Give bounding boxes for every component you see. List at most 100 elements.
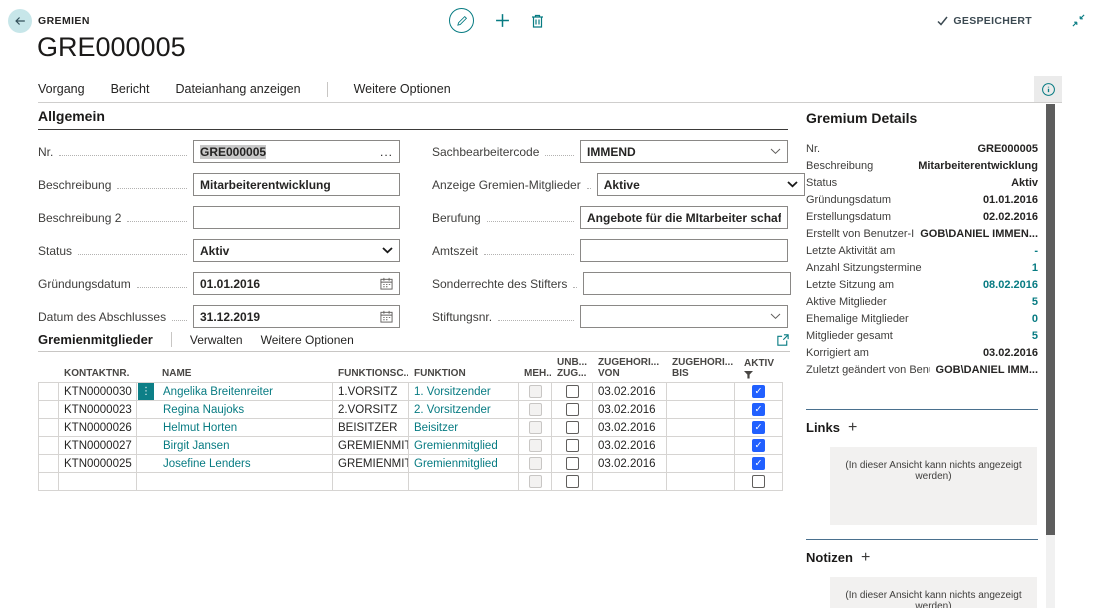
cell-bis[interactable] <box>666 418 735 437</box>
berufung-input[interactable]: Angebote für die MItarbeiter schaffen <box>580 206 788 229</box>
checkbox-aktiv[interactable] <box>752 403 765 416</box>
cell-von[interactable]: 03.02.2016 <box>592 400 667 419</box>
left-arrow-icon <box>13 14 27 28</box>
cell-kontaktnr[interactable]: KTN0000023 <box>58 400 137 419</box>
checkbox-unbegrenzt[interactable] <box>565 439 579 452</box>
menu-divider <box>170 332 172 347</box>
status-select[interactable]: Aktiv <box>193 239 400 262</box>
calendar-icon[interactable] <box>380 277 393 290</box>
save-status-badge: GESPEICHERT <box>937 15 1032 27</box>
cell-bis[interactable] <box>666 454 735 473</box>
checkbox-aktiv[interactable] <box>752 457 765 470</box>
assist-edit-icon[interactable]: ... <box>379 144 393 159</box>
row-selector-cell[interactable] <box>38 436 59 455</box>
scrollbar-thumb[interactable] <box>1046 104 1055 535</box>
anzeige-mitglieder-select[interactable]: Aktive <box>596 173 805 196</box>
menu-bericht[interactable]: Bericht <box>110 82 150 96</box>
detail-row: Letzte Sitzung am 08.02.2016 <box>806 279 1038 291</box>
checkbox-aktiv[interactable] <box>752 439 765 452</box>
cell-kontaktnr[interactable] <box>58 472 137 491</box>
cell-kontaktnr[interactable]: KTN0000025 <box>58 454 137 473</box>
checkbox-unbegrenzt[interactable] <box>565 457 579 470</box>
col-mehrfach[interactable]: MEH... <box>524 368 551 379</box>
col-aktiv[interactable]: AKTIV <box>734 358 782 379</box>
abschlussdatum-input[interactable]: 31.12.2019 <box>193 305 400 328</box>
sachbearbeitercode-input[interactable]: IMMEND <box>580 140 788 163</box>
row-selector-cell[interactable] <box>38 382 59 401</box>
col-funktion[interactable]: FUNKTION <box>414 368 466 379</box>
col-unbegrenzt[interactable]: UNB... ZUG... <box>557 357 587 379</box>
beschreibung2-input[interactable] <box>193 206 400 229</box>
cell-bis[interactable] <box>666 472 735 491</box>
row-selector-cell[interactable] <box>38 400 59 419</box>
delete-button[interactable] <box>531 14 544 28</box>
dotted-leader <box>573 287 578 288</box>
row-selector-cell[interactable] <box>38 418 59 437</box>
row-selector-cell[interactable] <box>38 472 59 491</box>
info-pane-button[interactable] <box>1034 76 1062 103</box>
cell-von[interactable] <box>592 472 667 491</box>
cell-von[interactable]: 03.02.2016 <box>592 436 667 455</box>
menu-weitere-optionen[interactable]: Weitere Optionen <box>260 332 354 347</box>
new-button[interactable] <box>495 13 510 28</box>
cell-bis[interactable] <box>666 436 735 455</box>
row-selector-cell[interactable] <box>38 454 59 473</box>
cell-von[interactable]: 03.02.2016 <box>592 454 667 473</box>
open-in-new-button[interactable] <box>776 333 790 347</box>
gruendungsdatum-input[interactable]: 01.01.2016 <box>193 272 400 295</box>
add-note-button[interactable]: + <box>860 548 871 566</box>
back-button[interactable] <box>8 9 32 33</box>
dotted-leader <box>586 188 591 189</box>
calendar-icon[interactable] <box>380 310 393 323</box>
field-sachbearbeitercode: Sachbearbeitercode IMMEND <box>432 140 788 163</box>
menu-dateianhang[interactable]: Dateianhang anzeigen <box>175 82 301 96</box>
cell-von[interactable]: 03.02.2016 <box>592 418 667 437</box>
cell-bis[interactable] <box>666 382 735 401</box>
beschreibung-input[interactable]: Mitarbeiterentwicklung <box>193 173 400 196</box>
notes-section-header: Notizen + <box>806 548 1038 566</box>
checkbox-unbegrenzt[interactable] <box>565 403 579 416</box>
cell-funktionscode[interactable] <box>332 472 409 491</box>
cell-funktionscode[interactable]: BEISITZER <box>332 418 409 437</box>
factbox-pane: Gremium Details Nr. GRE000005 Beschreibun… <box>806 110 1038 608</box>
checkbox-unbegrenzt[interactable] <box>565 421 579 434</box>
cell-bis[interactable] <box>666 400 735 419</box>
add-link-button[interactable]: + <box>847 418 858 436</box>
menu-weitere-optionen[interactable]: Weitere Optionen <box>353 82 451 96</box>
amtszeit-input[interactable] <box>580 239 788 262</box>
members-title[interactable]: Gremienmitglieder <box>38 332 153 347</box>
row-menu-icon[interactable] <box>138 383 154 400</box>
cell-kontaktnr[interactable]: KTN0000027 <box>58 436 137 455</box>
col-funktionscode[interactable]: FUNKTIONSC... <box>338 368 408 379</box>
cell-funktionscode[interactable]: 2.VORSITZ <box>332 400 409 419</box>
menu-verwalten[interactable]: Verwalten <box>189 332 243 347</box>
stiftungsnr-input[interactable] <box>580 305 788 328</box>
checkbox-unbegrenzt[interactable] <box>565 475 579 488</box>
checkbox-aktiv[interactable] <box>752 385 765 398</box>
col-kontaktnr[interactable]: KONTAKTNR. <box>64 368 130 379</box>
cell-kontaktnr[interactable]: KTN0000030 <box>58 382 137 401</box>
vertical-scrollbar[interactable] <box>1046 104 1055 608</box>
exit-fullscreen-button[interactable] <box>1071 13 1086 28</box>
nr-input[interactable]: GRE000005... <box>193 140 400 163</box>
detail-row: Letzte Aktivität am - <box>806 245 1038 257</box>
cell-von[interactable]: 03.02.2016 <box>592 382 667 401</box>
col-zugehoerig-von[interactable]: ZUGEHÖRI... VON <box>598 357 660 379</box>
cell-name: Josefine Lenders <box>136 454 333 473</box>
col-zugehoerig-bis[interactable]: ZUGEHÖRI... BIS <box>672 357 734 379</box>
checkbox-aktiv[interactable] <box>752 421 765 434</box>
edit-button[interactable] <box>449 8 474 33</box>
cell-funktionscode[interactable]: 1.VORSITZ <box>332 382 409 401</box>
sonderrechte-input[interactable] <box>583 272 792 295</box>
cell-funktionscode[interactable]: GREMIENMIT <box>332 436 409 455</box>
section-allgemein-title[interactable]: Allgemein <box>38 108 788 130</box>
menu-vorgang[interactable]: Vorgang <box>38 82 85 96</box>
page-title: GRE000005 <box>37 32 186 62</box>
col-name[interactable]: NAME <box>162 368 192 379</box>
members-header: Gremienmitglieder Verwalten Weitere Opti… <box>38 330 790 352</box>
cell-kontaktnr[interactable]: KTN0000026 <box>58 418 137 437</box>
checkbox-aktiv[interactable] <box>752 475 765 488</box>
plus-icon <box>495 13 510 28</box>
checkbox-unbegrenzt[interactable] <box>565 385 579 398</box>
cell-funktionscode[interactable]: GREMIENMIT <box>332 454 409 473</box>
